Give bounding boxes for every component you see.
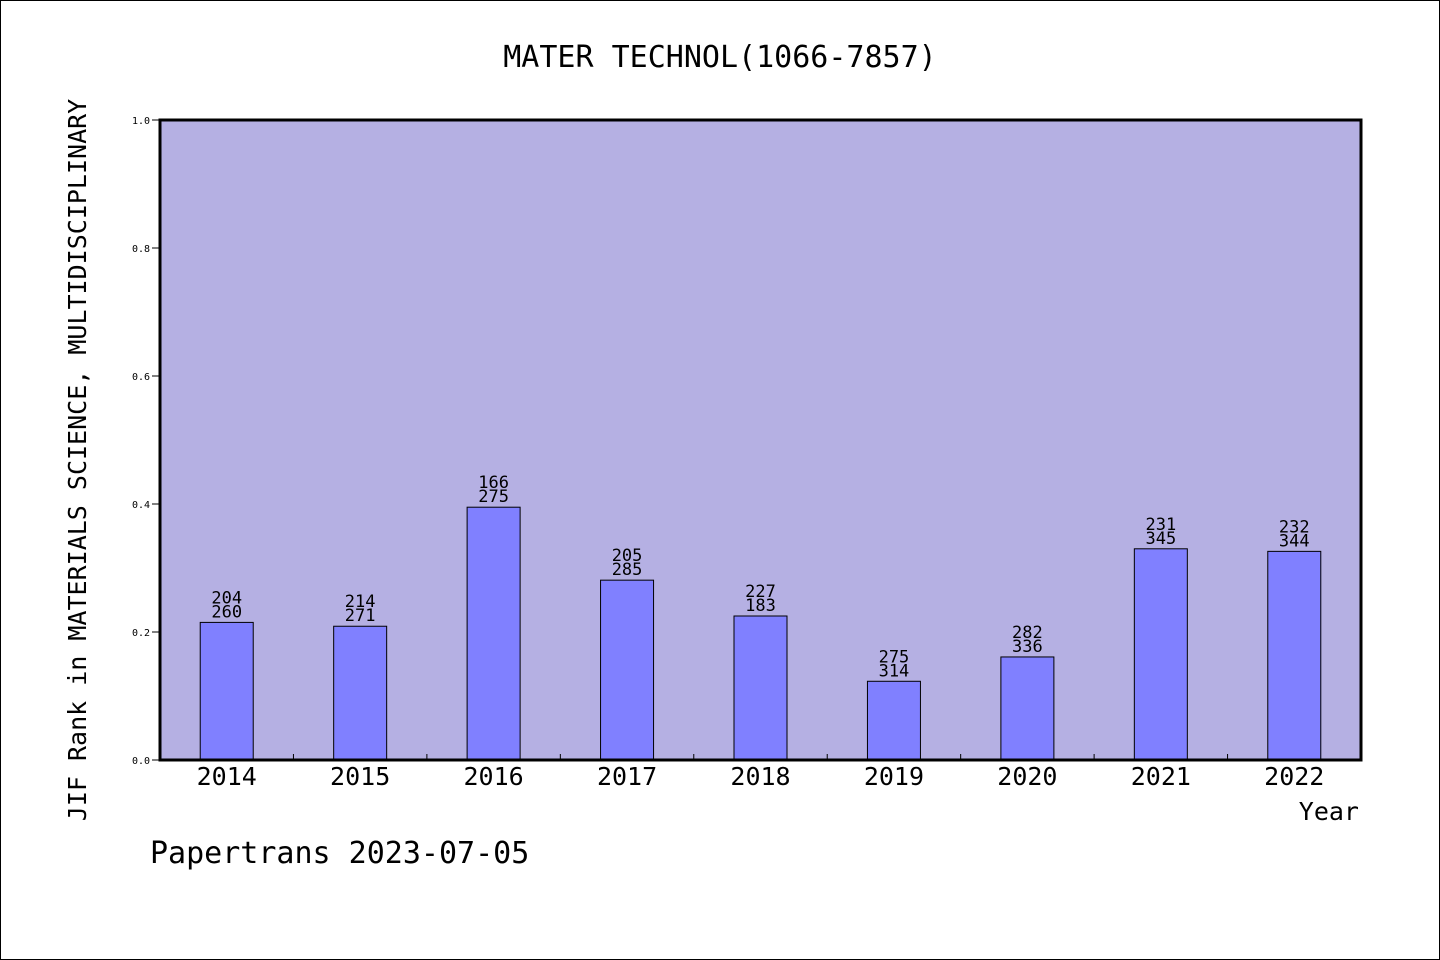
bar-2017 [600, 579, 655, 761]
y-tick-label: 0.4 [132, 500, 150, 511]
plot-border [158, 118, 1363, 762]
footer-text: Papertrans 2023-07-05 [150, 836, 529, 871]
y-axis-label: JIF Rank in MATERIALS SCIENCE, MULTIDISC… [63, 99, 92, 821]
x-tick-label-2015: 2015 [330, 762, 390, 791]
bar-2015 [333, 625, 388, 761]
x-tick-label-2014: 2014 [197, 762, 257, 791]
rank-label-bottom-2022: 344 [1279, 531, 1310, 551]
bar-2020 [1000, 656, 1055, 761]
rank-label-bottom-2015: 271 [345, 606, 376, 626]
rank-label-bottom-2019: 314 [879, 661, 910, 681]
rank-label-top-2015: 214 [345, 592, 376, 612]
x-tick-label-2017: 2017 [597, 762, 657, 791]
x-tick-label-2018: 2018 [730, 762, 790, 791]
bar-2021 [1133, 548, 1188, 761]
rank-label-bottom-2021: 345 [1145, 529, 1176, 549]
y-tick-label: 0.6 [132, 372, 150, 383]
bar-2018 [733, 615, 788, 761]
ticks-layer: 2014 2015 2016 2017 2018 2019 2020 2021 2022 0.0 0… [132, 116, 1324, 791]
x-axis-label: Year [1299, 797, 1359, 826]
rank-label-top-2017: 205 [612, 546, 643, 566]
x-tick-label-2022: 2022 [1264, 762, 1324, 791]
x-tick-label-2019: 2019 [864, 762, 924, 791]
y-tick-label: 0.0 [132, 756, 150, 767]
rank-label-bottom-2017: 285 [612, 560, 643, 580]
x-tick-label-2016: 2016 [464, 762, 524, 791]
bar-2019 [866, 680, 921, 761]
rank-label-top-2014: 204 [211, 588, 242, 608]
bars-layer: 2042602142711662752052852271832753142823… [199, 473, 1322, 761]
rank-label-bottom-2018: 183 [745, 596, 776, 616]
chart-title: MATER TECHNOL(1066-7857) [503, 40, 936, 75]
rank-label-top-2019: 275 [879, 647, 910, 667]
bar-2016 [466, 506, 521, 761]
rank-label-top-2018: 227 [745, 582, 776, 602]
rank-label-top-2020: 282 [1012, 623, 1043, 643]
rank-label-top-2016: 166 [478, 473, 509, 493]
x-tick-label-2020: 2020 [997, 762, 1057, 791]
x-tick-label-2021: 2021 [1131, 762, 1191, 791]
bar-2014 [199, 621, 254, 761]
bar-2022 [1267, 550, 1322, 761]
rank-label-top-2022: 232 [1279, 517, 1310, 537]
rank-label-bottom-2016: 275 [478, 487, 509, 507]
y-tick-label: 0.2 [132, 628, 150, 639]
rank-label-top-2021: 231 [1145, 515, 1176, 535]
rank-label-bottom-2020: 336 [1012, 637, 1043, 657]
y-tick-label: 1.0 [132, 116, 150, 127]
y-tick-label: 0.8 [132, 244, 150, 255]
rank-label-bottom-2014: 260 [211, 602, 242, 622]
